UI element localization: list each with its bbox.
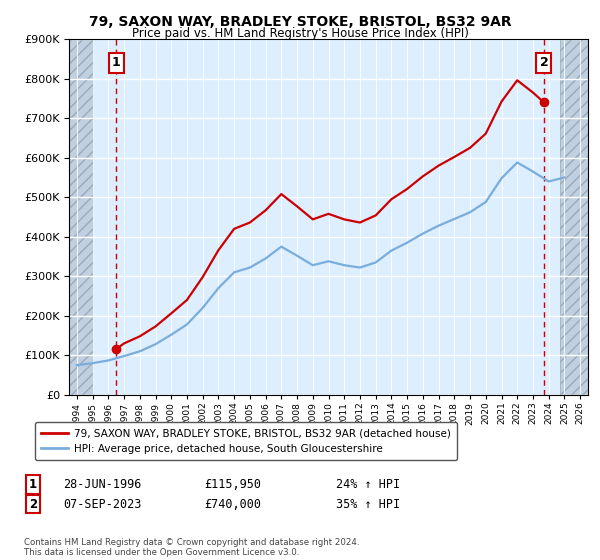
Text: 79, SAXON WAY, BRADLEY STOKE, BRISTOL, BS32 9AR: 79, SAXON WAY, BRADLEY STOKE, BRISTOL, B… bbox=[89, 15, 511, 29]
Text: Price paid vs. HM Land Registry's House Price Index (HPI): Price paid vs. HM Land Registry's House … bbox=[131, 27, 469, 40]
Text: 35% ↑ HPI: 35% ↑ HPI bbox=[336, 497, 400, 511]
Text: 24% ↑ HPI: 24% ↑ HPI bbox=[336, 478, 400, 491]
Text: 1: 1 bbox=[112, 57, 121, 69]
Text: £115,950: £115,950 bbox=[204, 478, 261, 491]
Text: 1: 1 bbox=[29, 478, 37, 491]
Bar bbox=[560, 39, 588, 395]
Text: 2: 2 bbox=[29, 497, 37, 511]
Text: 07-SEP-2023: 07-SEP-2023 bbox=[63, 497, 142, 511]
Text: £740,000: £740,000 bbox=[204, 497, 261, 511]
Text: Contains HM Land Registry data © Crown copyright and database right 2024.
This d: Contains HM Land Registry data © Crown c… bbox=[24, 538, 359, 557]
Bar bbox=[69, 39, 92, 395]
Text: 2: 2 bbox=[539, 57, 548, 69]
Text: 28-JUN-1996: 28-JUN-1996 bbox=[63, 478, 142, 491]
Legend: 79, SAXON WAY, BRADLEY STOKE, BRISTOL, BS32 9AR (detached house), HPI: Average p: 79, SAXON WAY, BRADLEY STOKE, BRISTOL, B… bbox=[35, 422, 457, 460]
